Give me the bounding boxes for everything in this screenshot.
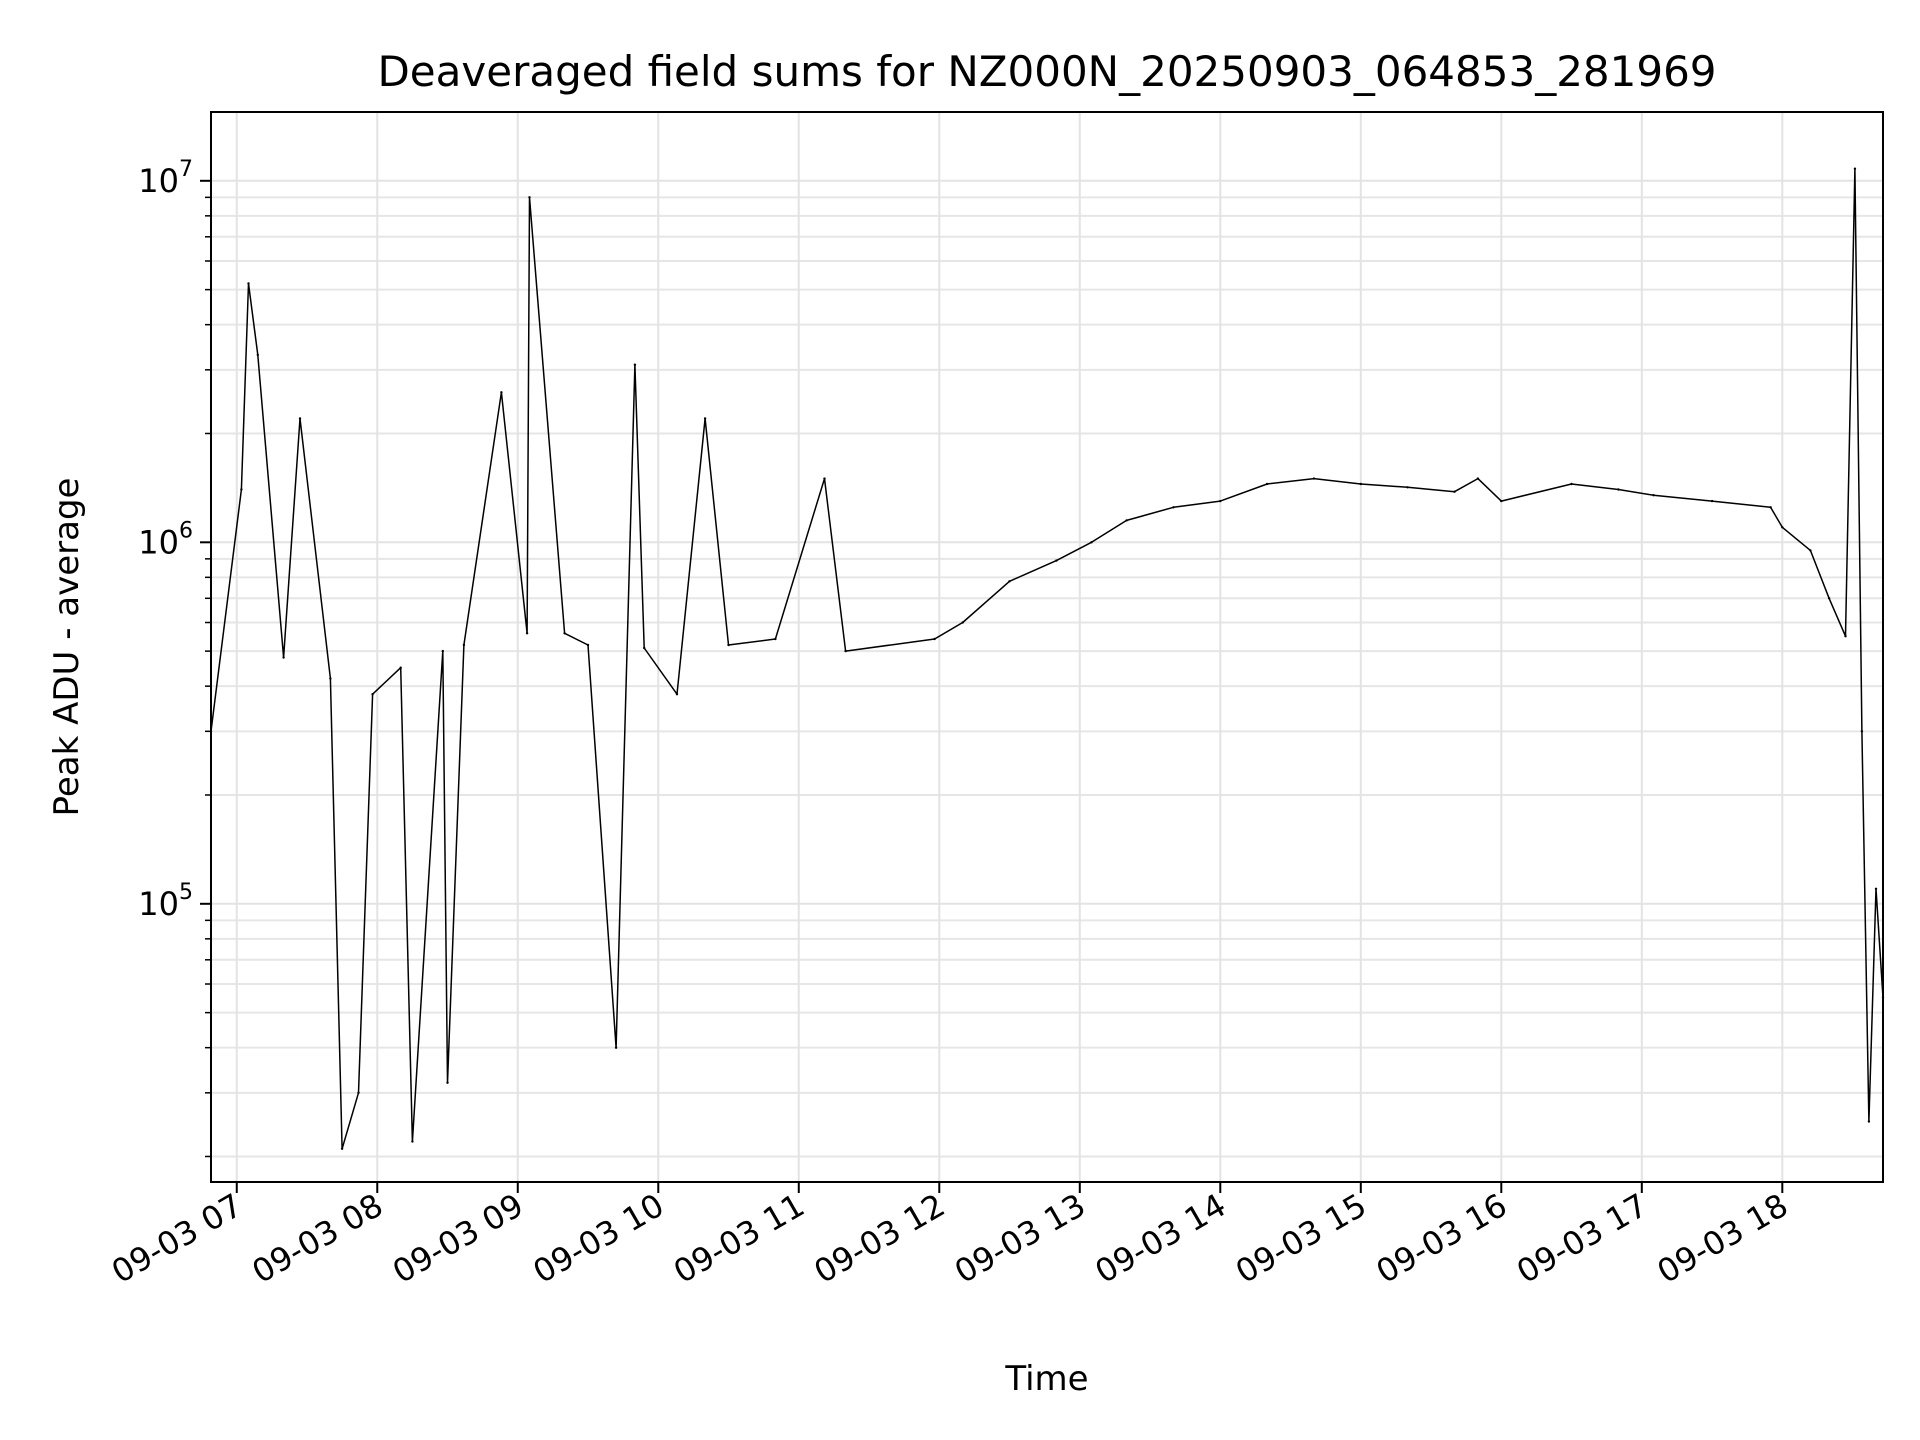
data-point <box>1867 1120 1871 1123</box>
data-layer <box>209 167 1885 1151</box>
data-point <box>1781 526 1784 529</box>
data-point <box>240 488 243 491</box>
data-point <box>933 637 936 641</box>
data-point <box>1860 730 1864 733</box>
data-point <box>586 643 590 647</box>
data-point <box>563 632 566 635</box>
data-point <box>1827 597 1831 600</box>
grid-lines <box>211 112 1883 1182</box>
data-point <box>1769 506 1772 509</box>
data-point <box>1453 490 1456 493</box>
data-point <box>633 363 637 366</box>
data-point <box>1172 506 1175 509</box>
data-point <box>329 677 332 680</box>
y-axis-label: Peak ADU - average <box>47 478 87 817</box>
data-point <box>446 1081 449 1084</box>
data-point <box>1710 499 1714 503</box>
data-point <box>844 649 847 653</box>
data-point <box>614 1046 618 1049</box>
data-point <box>1476 477 1480 480</box>
data-point <box>1219 499 1222 503</box>
data-point <box>823 477 826 480</box>
data-point <box>1617 488 1620 491</box>
y-tick-label: 106 <box>138 518 193 561</box>
data-point <box>357 1091 360 1095</box>
data-point <box>298 417 302 420</box>
data-point <box>340 1147 344 1151</box>
data-point <box>441 649 444 653</box>
data-point <box>703 417 707 420</box>
data-point <box>247 282 250 285</box>
plot-frame <box>210 111 1884 1183</box>
data-point <box>500 391 503 394</box>
x-axis-label: Time <box>1004 1359 1088 1399</box>
data-point <box>1500 499 1503 503</box>
data-point <box>1008 580 1011 583</box>
data-point <box>528 196 531 199</box>
data-point <box>1853 167 1857 170</box>
y-axis: 105 106 107 <box>138 157 211 1158</box>
data-point <box>774 637 777 641</box>
data-point <box>1874 887 1878 890</box>
data-point <box>525 632 529 635</box>
data-point <box>1312 477 1316 480</box>
series-line <box>210 167 1884 1150</box>
data-point <box>399 666 402 669</box>
data-point <box>1652 494 1655 497</box>
data-point <box>1844 635 1847 638</box>
y-tick-label: 107 <box>138 157 193 200</box>
data-point <box>1090 541 1093 544</box>
data-point <box>675 693 679 696</box>
data-point <box>1570 482 1573 486</box>
y-tick-label: 105 <box>138 880 193 923</box>
chart-title: Deaveraged field sums for NZ000N_2025090… <box>377 47 1716 96</box>
data-point <box>462 643 466 647</box>
data-point <box>1359 482 1363 486</box>
data-point <box>1265 482 1269 486</box>
data-point <box>256 353 259 357</box>
data-point <box>371 693 374 696</box>
data-point <box>727 643 730 647</box>
data-point <box>282 656 285 659</box>
data-point <box>961 621 964 624</box>
data-point <box>1809 549 1812 552</box>
data-point <box>1055 559 1058 562</box>
data-point <box>1125 519 1128 522</box>
data-point <box>643 646 646 650</box>
data-point <box>1406 486 1409 489</box>
data-point <box>411 1140 414 1143</box>
